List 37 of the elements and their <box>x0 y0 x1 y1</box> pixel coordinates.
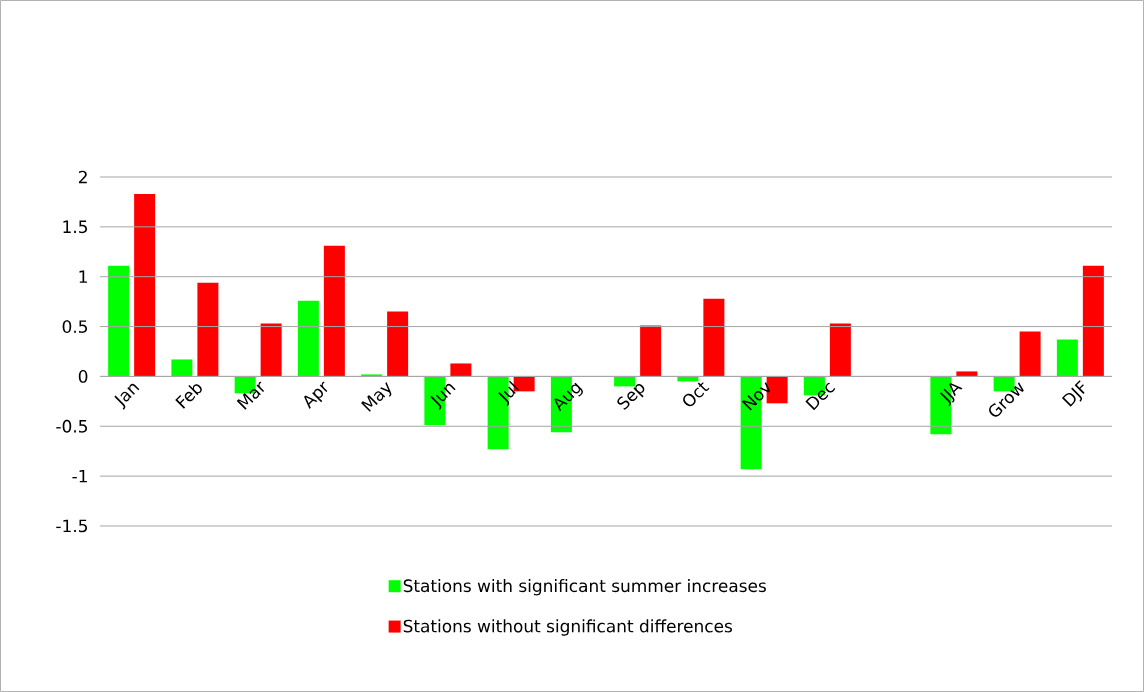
bar <box>1082 265 1104 377</box>
bar <box>829 323 851 377</box>
x-tick-label: Feb <box>175 384 202 409</box>
y-tick-label: 0 <box>78 370 88 383</box>
legend-label: Stations without significant differences <box>403 619 733 636</box>
x-tick-label: Aug <box>554 382 583 412</box>
y-tick-label: -1 <box>72 469 87 483</box>
x-tick-label: Dec <box>805 382 836 411</box>
y-tick-label: -1.5 <box>56 519 88 533</box>
bar <box>171 359 193 377</box>
bar <box>134 193 156 377</box>
bar <box>297 300 319 377</box>
bar <box>1019 331 1041 377</box>
bar <box>640 325 662 377</box>
x-tick-label: Jun <box>430 383 456 410</box>
x-tick-label: Jul <box>498 380 520 407</box>
bar <box>108 265 130 377</box>
y-tick-label: 1.5 <box>63 220 88 234</box>
y-tick-label: 1 <box>79 270 87 283</box>
bar <box>387 311 409 377</box>
bar <box>450 363 472 377</box>
bar <box>1056 339 1078 377</box>
x-tick-label: Jan <box>114 383 140 410</box>
y-tick-label: 0.5 <box>62 320 88 333</box>
legend-label: Stations with significant summer increases <box>403 579 766 596</box>
y-tick-label: 2 <box>78 170 87 184</box>
bar <box>197 282 219 377</box>
x-tick-label: DJF <box>1061 380 1085 407</box>
bar <box>323 245 345 377</box>
x-tick-label: JJA <box>939 382 963 407</box>
x-tick-label: Apr <box>304 381 328 409</box>
y-tick-label: -0.5 <box>56 419 88 433</box>
bar <box>703 298 725 377</box>
bar <box>956 371 978 377</box>
x-tick-label: Sep <box>617 384 645 410</box>
bar <box>260 323 282 377</box>
x-tick-label: Oct <box>683 382 710 407</box>
